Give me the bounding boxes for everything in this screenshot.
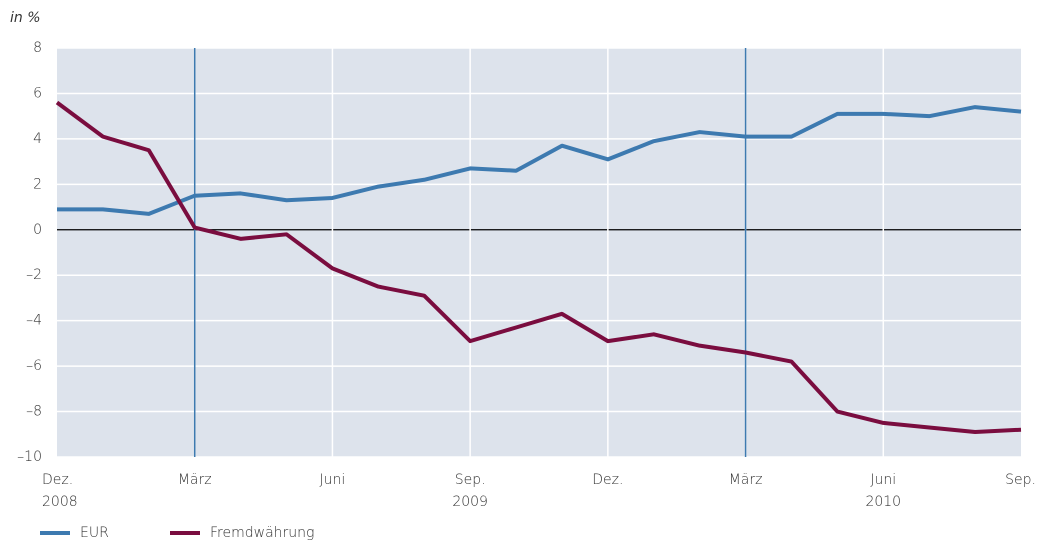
y-tick-label: 2 [33, 176, 42, 192]
x-tick-label: Sep. [455, 472, 486, 488]
y-tick-label: –4 [26, 313, 42, 329]
x-tick-label: Juni [870, 472, 896, 488]
y-tick-label: –10 [17, 449, 42, 465]
y-tick-label: –6 [26, 358, 42, 374]
plot-area [57, 48, 1021, 457]
y-tick-label: –8 [26, 404, 42, 420]
x-tick-label: Dez. [592, 472, 623, 488]
x-tick-label: März [729, 472, 763, 488]
y-tick-label: 4 [33, 131, 42, 147]
y-tick-label: 8 [33, 40, 42, 56]
legend-label: Fremdwährung [210, 525, 314, 540]
legend-label: EUR [80, 525, 109, 540]
series-line [55, 100, 1022, 435]
x-year-label: 2010 [865, 494, 901, 510]
series-line [57, 105, 1022, 216]
y-axis-label: in % [10, 10, 41, 26]
x-year-label: 2008 [42, 494, 78, 510]
x-tick-label: Juni [320, 472, 346, 488]
y-tick-label: 0 [33, 222, 42, 238]
x-tick-label: Sep. [1005, 472, 1036, 488]
x-year-label: 2009 [452, 494, 488, 510]
x-tick-label: Dez. [42, 472, 73, 488]
x-tick-label: März [178, 472, 212, 488]
y-tick-label: 6 [33, 85, 42, 101]
y-tick-label: –2 [26, 267, 42, 283]
